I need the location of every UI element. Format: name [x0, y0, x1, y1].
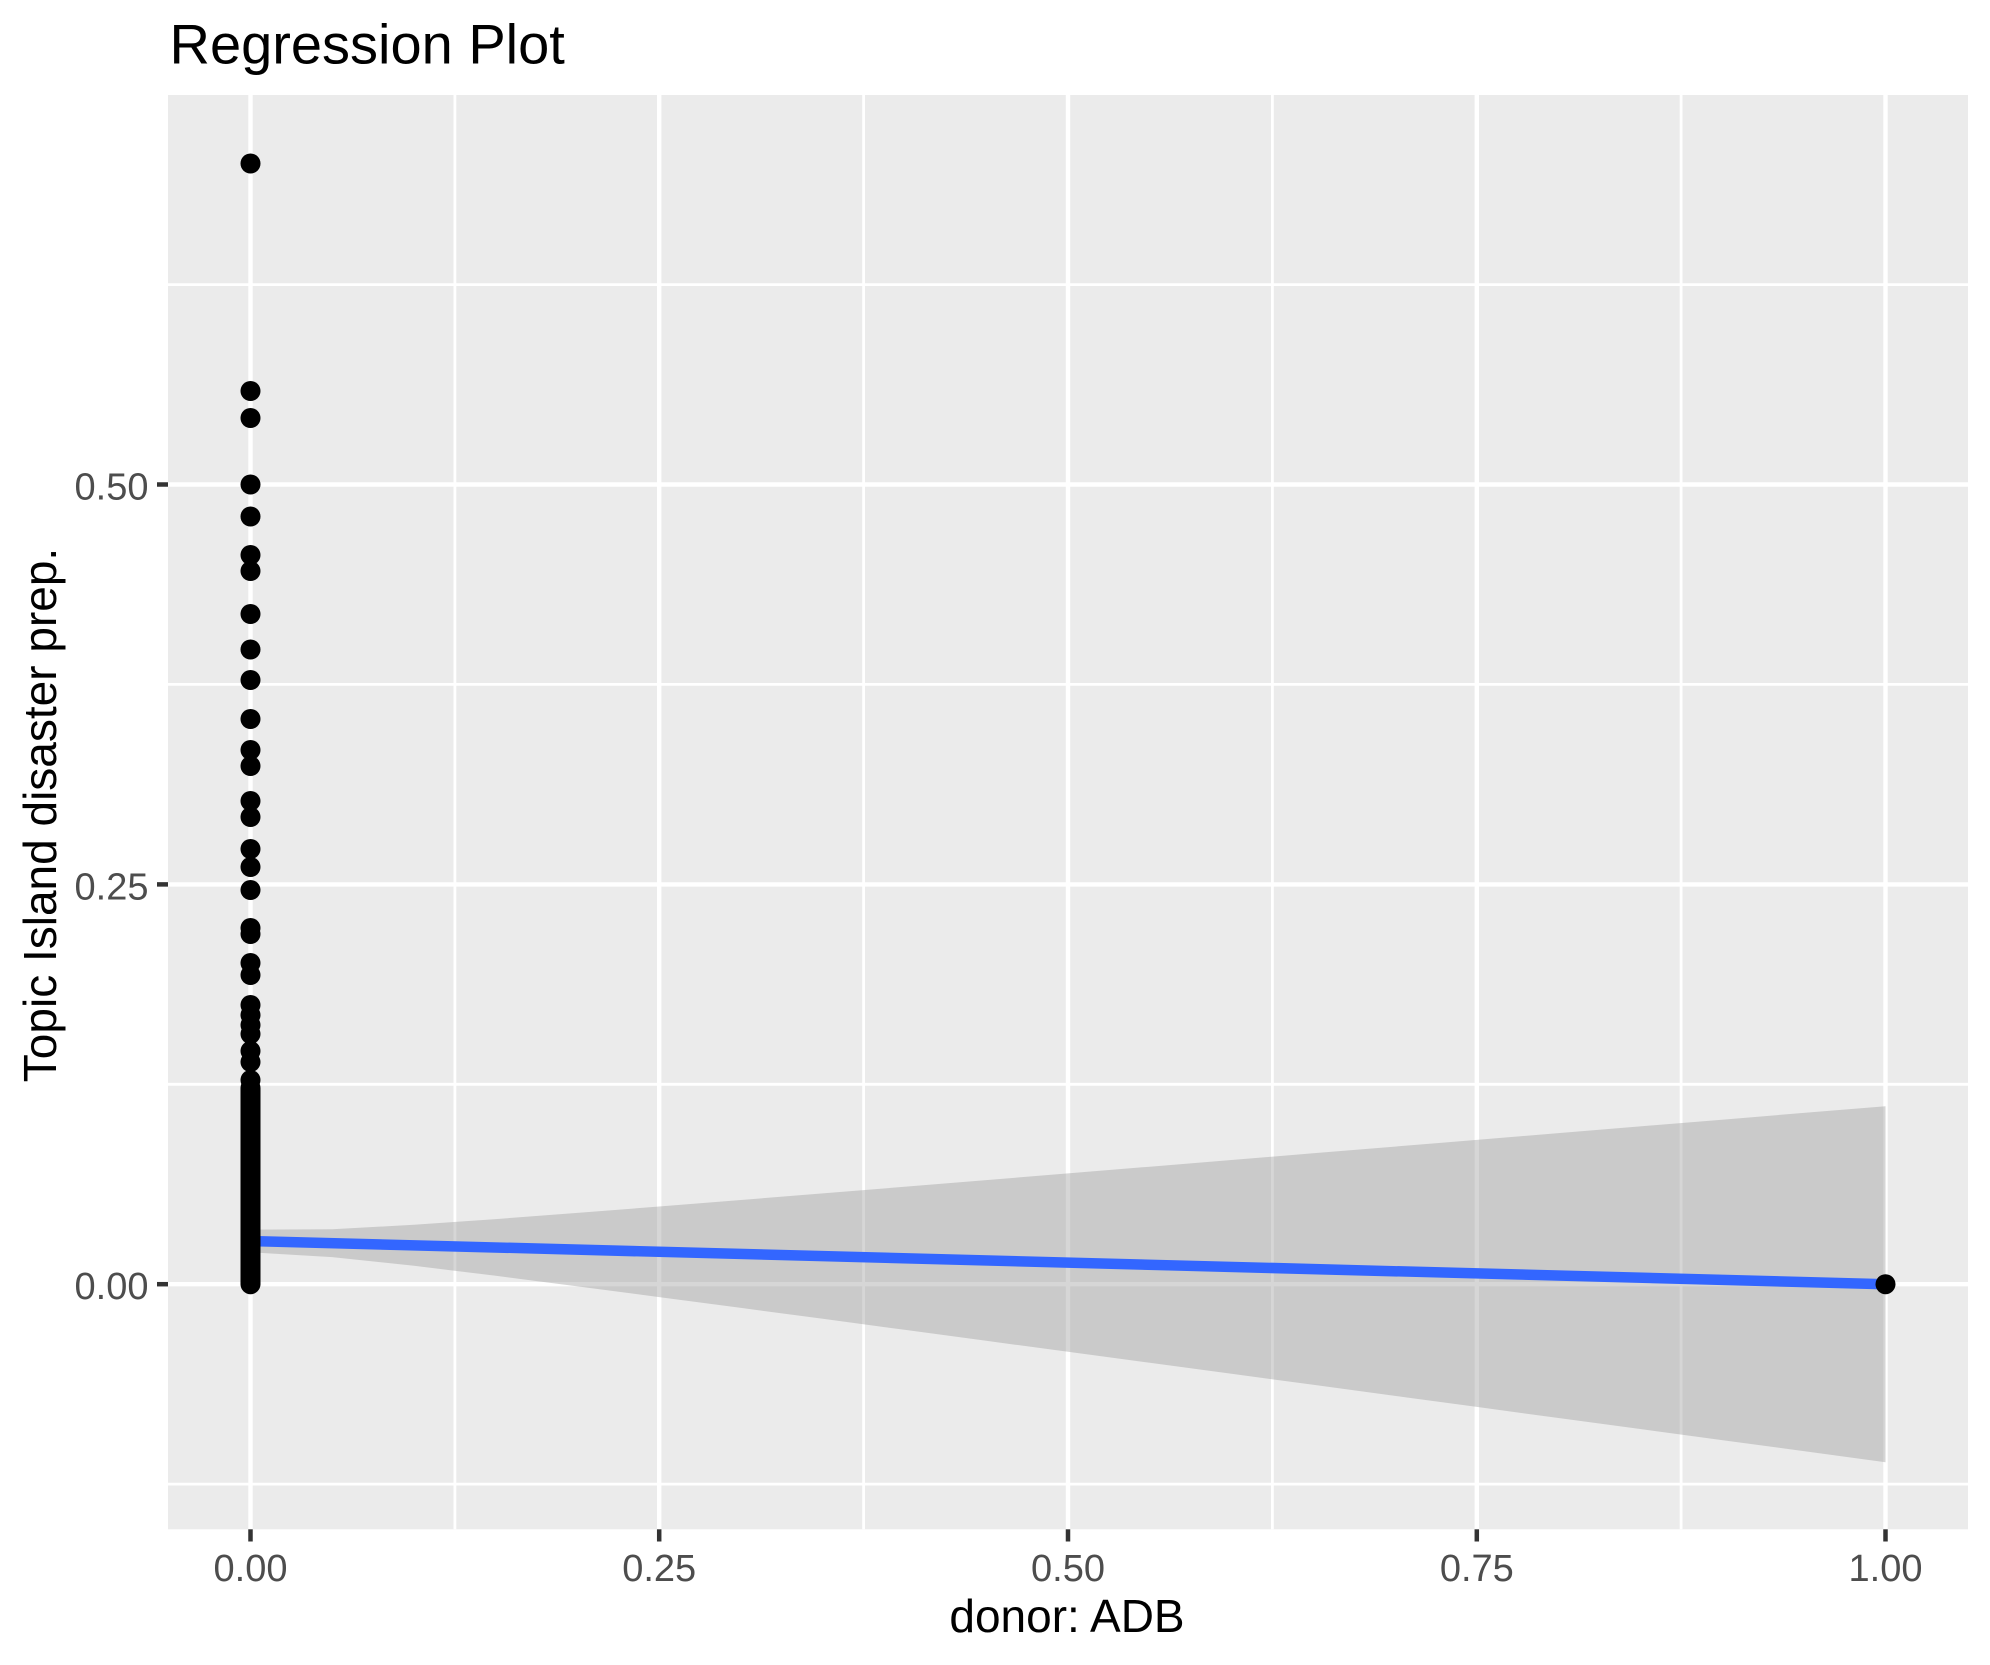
svg-text:0.00: 0.00 [75, 1266, 149, 1308]
svg-text:Regression Plot: Regression Plot [170, 12, 566, 75]
svg-text:1.00: 1.00 [1849, 1548, 1923, 1590]
svg-text:Topic Island disaster prep.: Topic Island disaster prep. [14, 548, 66, 1082]
svg-text:0.75: 0.75 [1440, 1548, 1514, 1590]
svg-text:0.50: 0.50 [75, 467, 149, 509]
svg-text:donor: ADB: donor: ADB [949, 1590, 1184, 1642]
svg-text:0.50: 0.50 [1031, 1548, 1105, 1590]
svg-text:0.25: 0.25 [622, 1548, 696, 1590]
svg-text:0.25: 0.25 [75, 866, 149, 908]
svg-text:0.00: 0.00 [214, 1548, 288, 1590]
